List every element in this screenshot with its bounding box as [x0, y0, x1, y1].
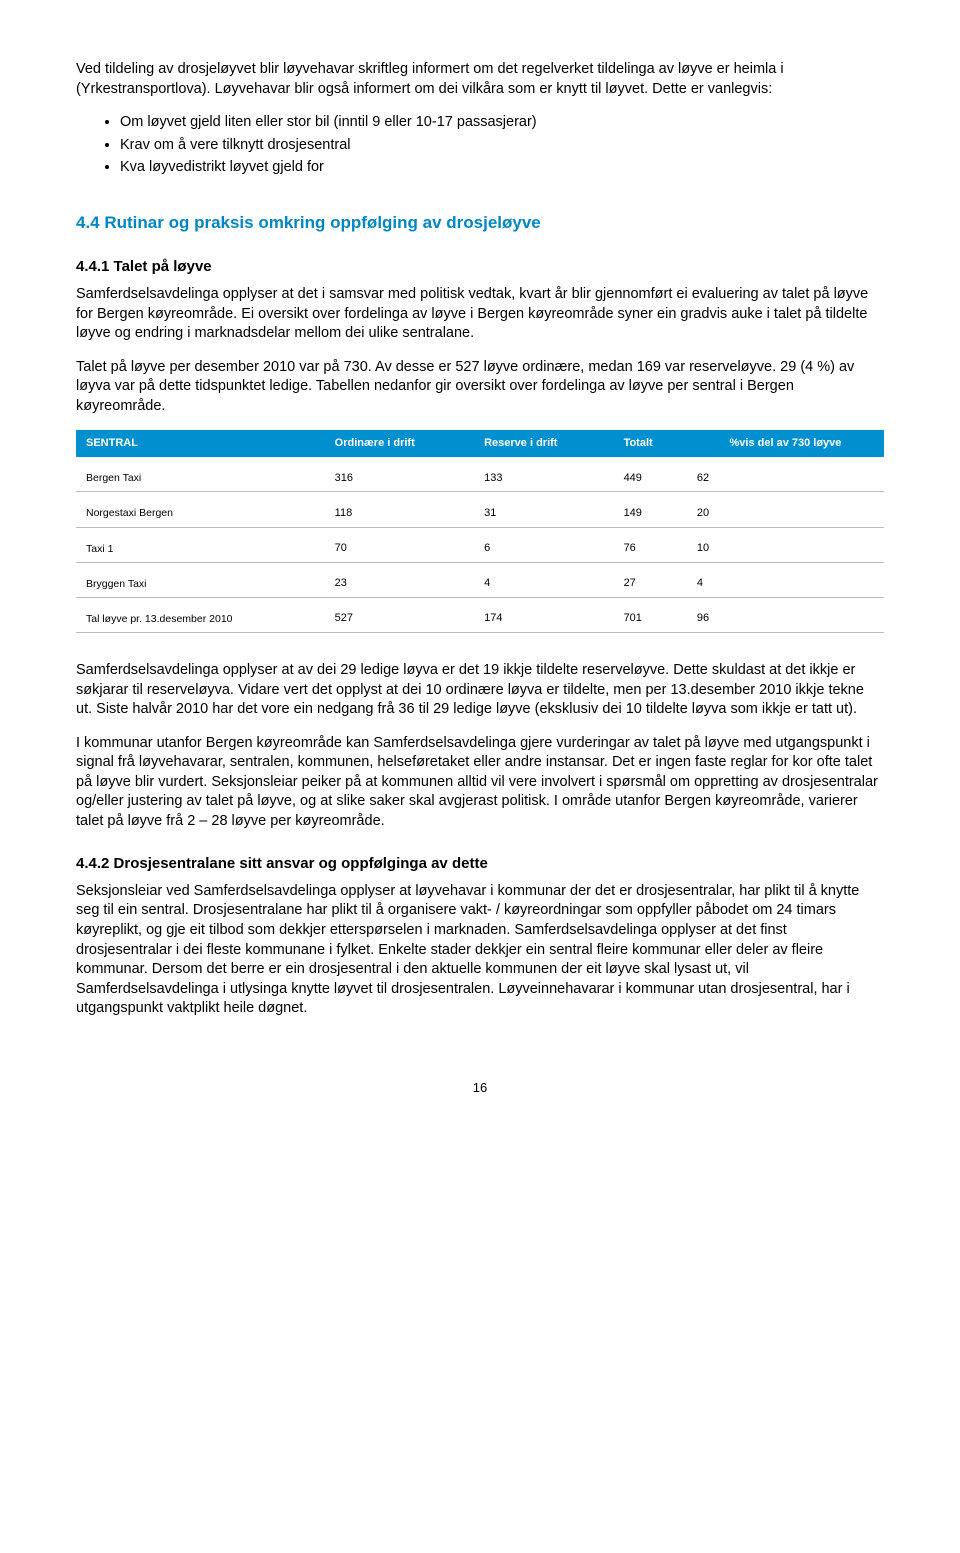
- table-cell: 118: [325, 492, 474, 527]
- table-row: Bergen Taxi31613344962: [76, 457, 884, 492]
- table-header: SENTRAL: [76, 430, 325, 457]
- table-cell: 4: [474, 562, 613, 597]
- table-cell: 527: [325, 597, 474, 632]
- body-paragraph: Samferdselsavdelinga opplyser at det i s…: [76, 285, 884, 344]
- table-cell: 174: [474, 597, 613, 632]
- section-4-4-1-heading: 4.4.1 Talet på løyve: [76, 257, 884, 277]
- intro-list: Om løyvet gjeld liten eller stor bil (in…: [76, 113, 884, 178]
- page-number: 16: [76, 1079, 884, 1097]
- table-cell-label: Bryggen Taxi: [76, 562, 325, 597]
- table-cell: 76: [614, 527, 687, 562]
- loye-table: SENTRAL Ordinære i drift Reserve i drift…: [76, 430, 884, 633]
- intro-list-item: Kva løyvedistrikt løyvet gjeld for: [120, 158, 884, 178]
- table-cell: 27: [614, 562, 687, 597]
- table-cell: 133: [474, 457, 613, 492]
- table-cell: 149: [614, 492, 687, 527]
- table-cell: 6: [474, 527, 613, 562]
- table-cell: 10: [687, 527, 884, 562]
- table-cell: 701: [614, 597, 687, 632]
- table-cell: 96: [687, 597, 884, 632]
- table-cell-label: Norgestaxi Bergen: [76, 492, 325, 527]
- table-cell: 449: [614, 457, 687, 492]
- table-cell-label: Tal løyve pr. 13.desember 2010: [76, 597, 325, 632]
- table-row: Taxi 17067610: [76, 527, 884, 562]
- body-paragraph: Samferdselsavdelinga opplyser at av dei …: [76, 661, 884, 720]
- intro-list-item: Krav om å vere tilknytt drosjesentral: [120, 136, 884, 156]
- table-cell: 23: [325, 562, 474, 597]
- intro-list-item: Om løyvet gjeld liten eller stor bil (in…: [120, 113, 884, 133]
- table-header: Ordinære i drift: [325, 430, 474, 457]
- table-header: %vis del av 730 løyve: [687, 430, 884, 457]
- table-row: Bryggen Taxi234274: [76, 562, 884, 597]
- table-cell: 70: [325, 527, 474, 562]
- table-row: Norgestaxi Bergen1183114920: [76, 492, 884, 527]
- body-paragraph: Talet på løyve per desember 2010 var på …: [76, 358, 884, 417]
- body-paragraph: Seksjonsleiar ved Samferdselsavdelinga o…: [76, 882, 884, 1019]
- table-header: Totalt: [614, 430, 687, 457]
- table-cell-label: Bergen Taxi: [76, 457, 325, 492]
- table-cell: 31: [474, 492, 613, 527]
- table-cell: 4: [687, 562, 884, 597]
- body-paragraph: I kommunar utanfor Bergen køyreområde ka…: [76, 734, 884, 832]
- section-4-4-heading: 4.4 Rutinar og praksis omkring oppfølgin…: [76, 212, 884, 235]
- intro-paragraph: Ved tildeling av drosjeløyvet blir løyve…: [76, 60, 884, 99]
- table-header: Reserve i drift: [474, 430, 613, 457]
- section-4-4-2-heading: 4.4.2 Drosjesentralane sitt ansvar og op…: [76, 854, 884, 874]
- table-cell: 62: [687, 457, 884, 492]
- table-row: Tal løyve pr. 13.desember 20105271747019…: [76, 597, 884, 632]
- table-cell: 20: [687, 492, 884, 527]
- table-cell-label: Taxi 1: [76, 527, 325, 562]
- table-cell: 316: [325, 457, 474, 492]
